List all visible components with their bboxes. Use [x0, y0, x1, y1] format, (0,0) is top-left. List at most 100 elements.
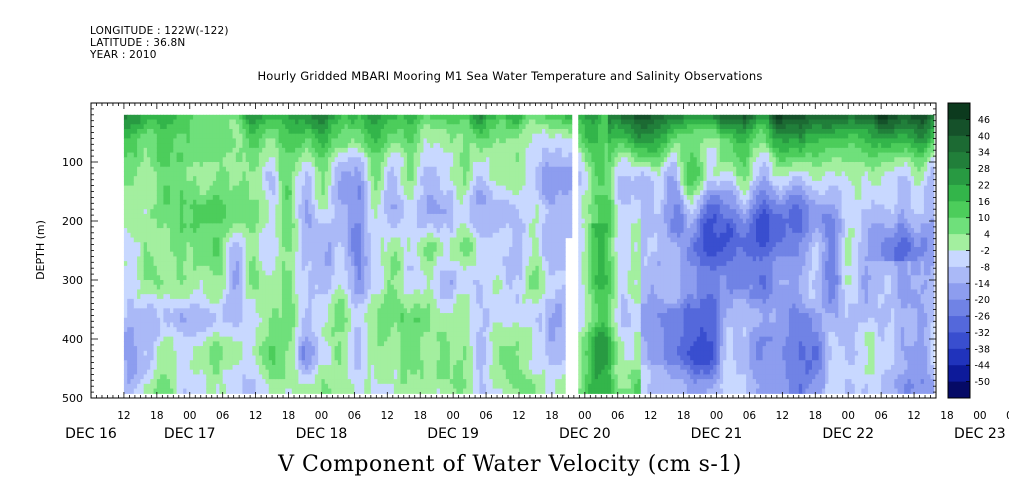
heatmap-cell	[186, 360, 191, 366]
heatmap-cell	[146, 364, 151, 371]
heatmap-cell	[206, 152, 211, 158]
heatmap-cell	[150, 346, 155, 352]
heatmap-cell	[281, 152, 286, 158]
heatmap-cell	[133, 308, 138, 314]
heatmap-cell	[222, 124, 227, 130]
heatmap-cell	[212, 265, 217, 272]
heatmap-cell	[173, 190, 178, 196]
heatmap-cell	[206, 232, 211, 239]
heatmap-cell	[364, 152, 369, 158]
heatmap-cell	[380, 162, 385, 168]
heatmap-cell	[262, 322, 267, 328]
heatmap-cell	[202, 275, 207, 281]
heatmap-cell	[127, 289, 132, 295]
heatmap-cell	[360, 374, 365, 380]
heatmap-cell	[364, 336, 369, 342]
heatmap-cell	[380, 275, 385, 281]
heatmap-cell	[380, 114, 385, 121]
heatmap-cell	[123, 350, 128, 357]
year-label: YEAR : 2010	[90, 49, 157, 61]
heatmap-cell	[321, 379, 326, 385]
heatmap-cell	[179, 204, 184, 210]
heatmap-cell	[384, 327, 388, 333]
heatmap-cell	[186, 327, 191, 333]
heatmap-cell	[146, 190, 151, 196]
heatmap-cell	[199, 388, 204, 394]
heatmap-cell	[360, 275, 365, 281]
heatmap-cell	[367, 284, 372, 291]
heatmap-cell	[275, 242, 280, 248]
heatmap-cell	[351, 284, 355, 291]
heatmap-cell	[133, 256, 138, 262]
heatmap-cell	[130, 162, 135, 168]
heatmap-cell	[298, 284, 303, 291]
heatmap-cell	[387, 133, 392, 139]
heatmap-cell	[285, 317, 290, 324]
heatmap-cell	[176, 237, 181, 243]
heatmap-cell	[387, 275, 392, 281]
heatmap-cell	[146, 374, 151, 380]
heatmap-cell	[130, 284, 135, 291]
heatmap-cell	[252, 308, 257, 314]
heatmap-cell	[249, 237, 253, 243]
heatmap-cell	[367, 298, 372, 305]
heatmap-cell	[318, 388, 323, 394]
heatmap-cell	[179, 327, 184, 333]
heatmap-cell	[390, 180, 395, 187]
heatmap-cell	[275, 388, 280, 394]
heatmap-cell	[183, 166, 188, 173]
heatmap-cell	[166, 232, 171, 239]
heatmap-cell	[258, 228, 263, 234]
heatmap-cell	[245, 180, 250, 187]
heatmap-cell	[357, 284, 362, 291]
heatmap-cell	[384, 218, 388, 224]
heatmap-cell	[176, 369, 181, 375]
heatmap-cell	[354, 176, 359, 182]
heatmap-cell	[397, 128, 402, 135]
heatmap-cell	[321, 284, 326, 291]
heatmap-cell	[295, 119, 300, 125]
heatmap-cell	[123, 294, 128, 300]
heatmap-cell	[354, 355, 359, 361]
heatmap-cell	[249, 119, 253, 125]
heatmap-cell	[268, 379, 273, 385]
heatmap-cell	[360, 256, 365, 262]
heatmap-cell	[245, 171, 250, 177]
heatmap-cell	[143, 138, 148, 144]
heatmap-cell	[390, 369, 395, 375]
heatmap-cell	[265, 270, 270, 276]
heatmap-cell	[146, 171, 151, 177]
heatmap-cell	[170, 138, 174, 144]
heatmap-cell	[380, 218, 385, 224]
heatmap-cell	[255, 350, 260, 357]
heatmap-cell	[347, 195, 352, 201]
heatmap-cell	[268, 143, 273, 149]
heatmap-cell	[268, 369, 273, 375]
heatmap-cell	[318, 322, 323, 328]
heatmap-cell	[367, 251, 372, 257]
heatmap-cell	[337, 265, 342, 272]
heatmap-cell	[268, 114, 273, 121]
heatmap-cell	[163, 124, 168, 130]
heatmap-cell	[212, 360, 217, 366]
heatmap-cell	[173, 204, 178, 210]
heatmap-cell	[193, 251, 197, 257]
heatmap-cell	[219, 143, 224, 149]
heatmap-cell	[384, 242, 388, 248]
heatmap-cell	[321, 303, 326, 309]
heatmap-cell	[166, 336, 171, 342]
heatmap-cell	[239, 114, 244, 121]
heatmap-cell	[130, 223, 135, 229]
heatmap-cell	[209, 284, 214, 291]
heatmap-cell	[150, 223, 155, 229]
heatmap-cell	[153, 364, 158, 371]
heatmap-cell	[380, 251, 385, 257]
heatmap-cell	[344, 119, 349, 125]
heatmap-cell	[222, 303, 227, 309]
heatmap-cell	[123, 336, 128, 342]
heatmap-cell	[380, 209, 385, 215]
heatmap-cell	[341, 114, 346, 121]
heatmap-cell	[255, 162, 260, 168]
heatmap-cell	[127, 242, 132, 248]
heatmap-cell	[262, 190, 267, 196]
